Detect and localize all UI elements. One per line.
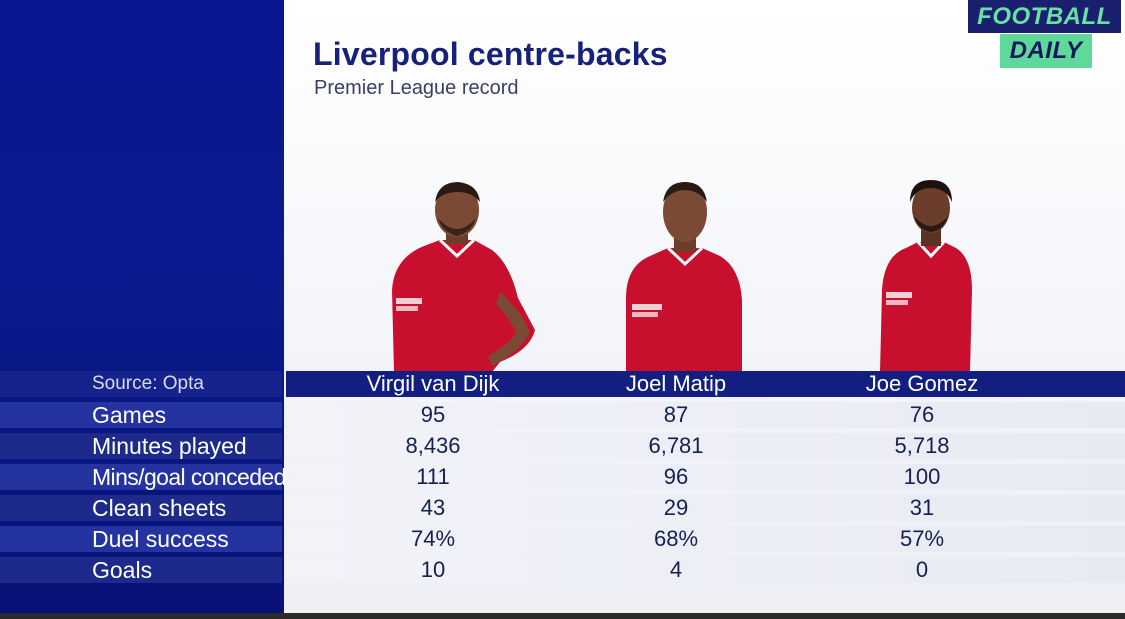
table-row: Duel success 74% 68% 57% (0, 526, 1125, 552)
player-name-matip: Joel Matip (625, 371, 727, 396)
row-value: 6,781 (648, 433, 704, 458)
row-value: 87 (663, 402, 689, 427)
player-photo-matip (620, 180, 750, 372)
table-row: Games 95 87 76 (0, 402, 1125, 428)
bottom-strip (0, 613, 1125, 619)
row-value: 95 (420, 402, 446, 427)
player-name-gomez: Joe Gomez (865, 371, 979, 396)
row-label: Games (92, 402, 167, 428)
left-blue-panel (0, 0, 284, 613)
row-value: 43 (420, 495, 446, 520)
source-cell: Source: Opta (0, 371, 282, 397)
row-label: Minutes played (92, 433, 247, 459)
row-label: Goals (92, 557, 153, 583)
row-value: 74% (410, 526, 456, 551)
row-value: 31 (909, 495, 935, 520)
logo-line-2: DAILY (1000, 34, 1092, 68)
source-label: Source: Opta (92, 373, 204, 394)
table-row: Minutes played 8,436 6,781 5,718 (0, 433, 1125, 459)
graphic-title: Liverpool centre-backs (313, 36, 668, 72)
row-value: 29 (663, 495, 689, 520)
row-value: 96 (663, 464, 689, 489)
table-header-row: Source: Opta Virgil van Dijk Joel Matip … (0, 371, 1125, 397)
row-value: 5,718 (894, 433, 950, 458)
row-label: Duel success (92, 526, 229, 552)
row-value: 76 (909, 402, 935, 427)
table-row: Goals 10 4 0 (0, 557, 1125, 583)
row-value: 57% (899, 526, 945, 551)
row-value: 0 (915, 557, 929, 582)
header-bar (286, 371, 1125, 397)
player-name-van-dijk: Virgil van Dijk (366, 371, 500, 396)
graphic-subtitle: Premier League record (314, 77, 519, 99)
row-value: 100 (903, 464, 941, 489)
row-value: 68% (653, 526, 699, 551)
row-value: 10 (420, 557, 446, 582)
logo-line-1: FOOTBALL (968, 0, 1121, 33)
football-daily-logo: FOOTBALL DAILY (968, 0, 1123, 70)
player-photo-gomez (872, 180, 982, 372)
row-label: Mins/goal conceded (92, 464, 286, 490)
table-row: Mins/goal conceded 111 96 100 (0, 464, 1125, 490)
row-value: 4 (669, 557, 683, 582)
row-label: Clean sheets (92, 495, 227, 521)
row-value: 111 (416, 464, 450, 489)
player-photo-van-dijk (380, 180, 540, 372)
row-value: 8,436 (405, 433, 461, 458)
table-row: Clean sheets 43 29 31 (0, 495, 1125, 521)
